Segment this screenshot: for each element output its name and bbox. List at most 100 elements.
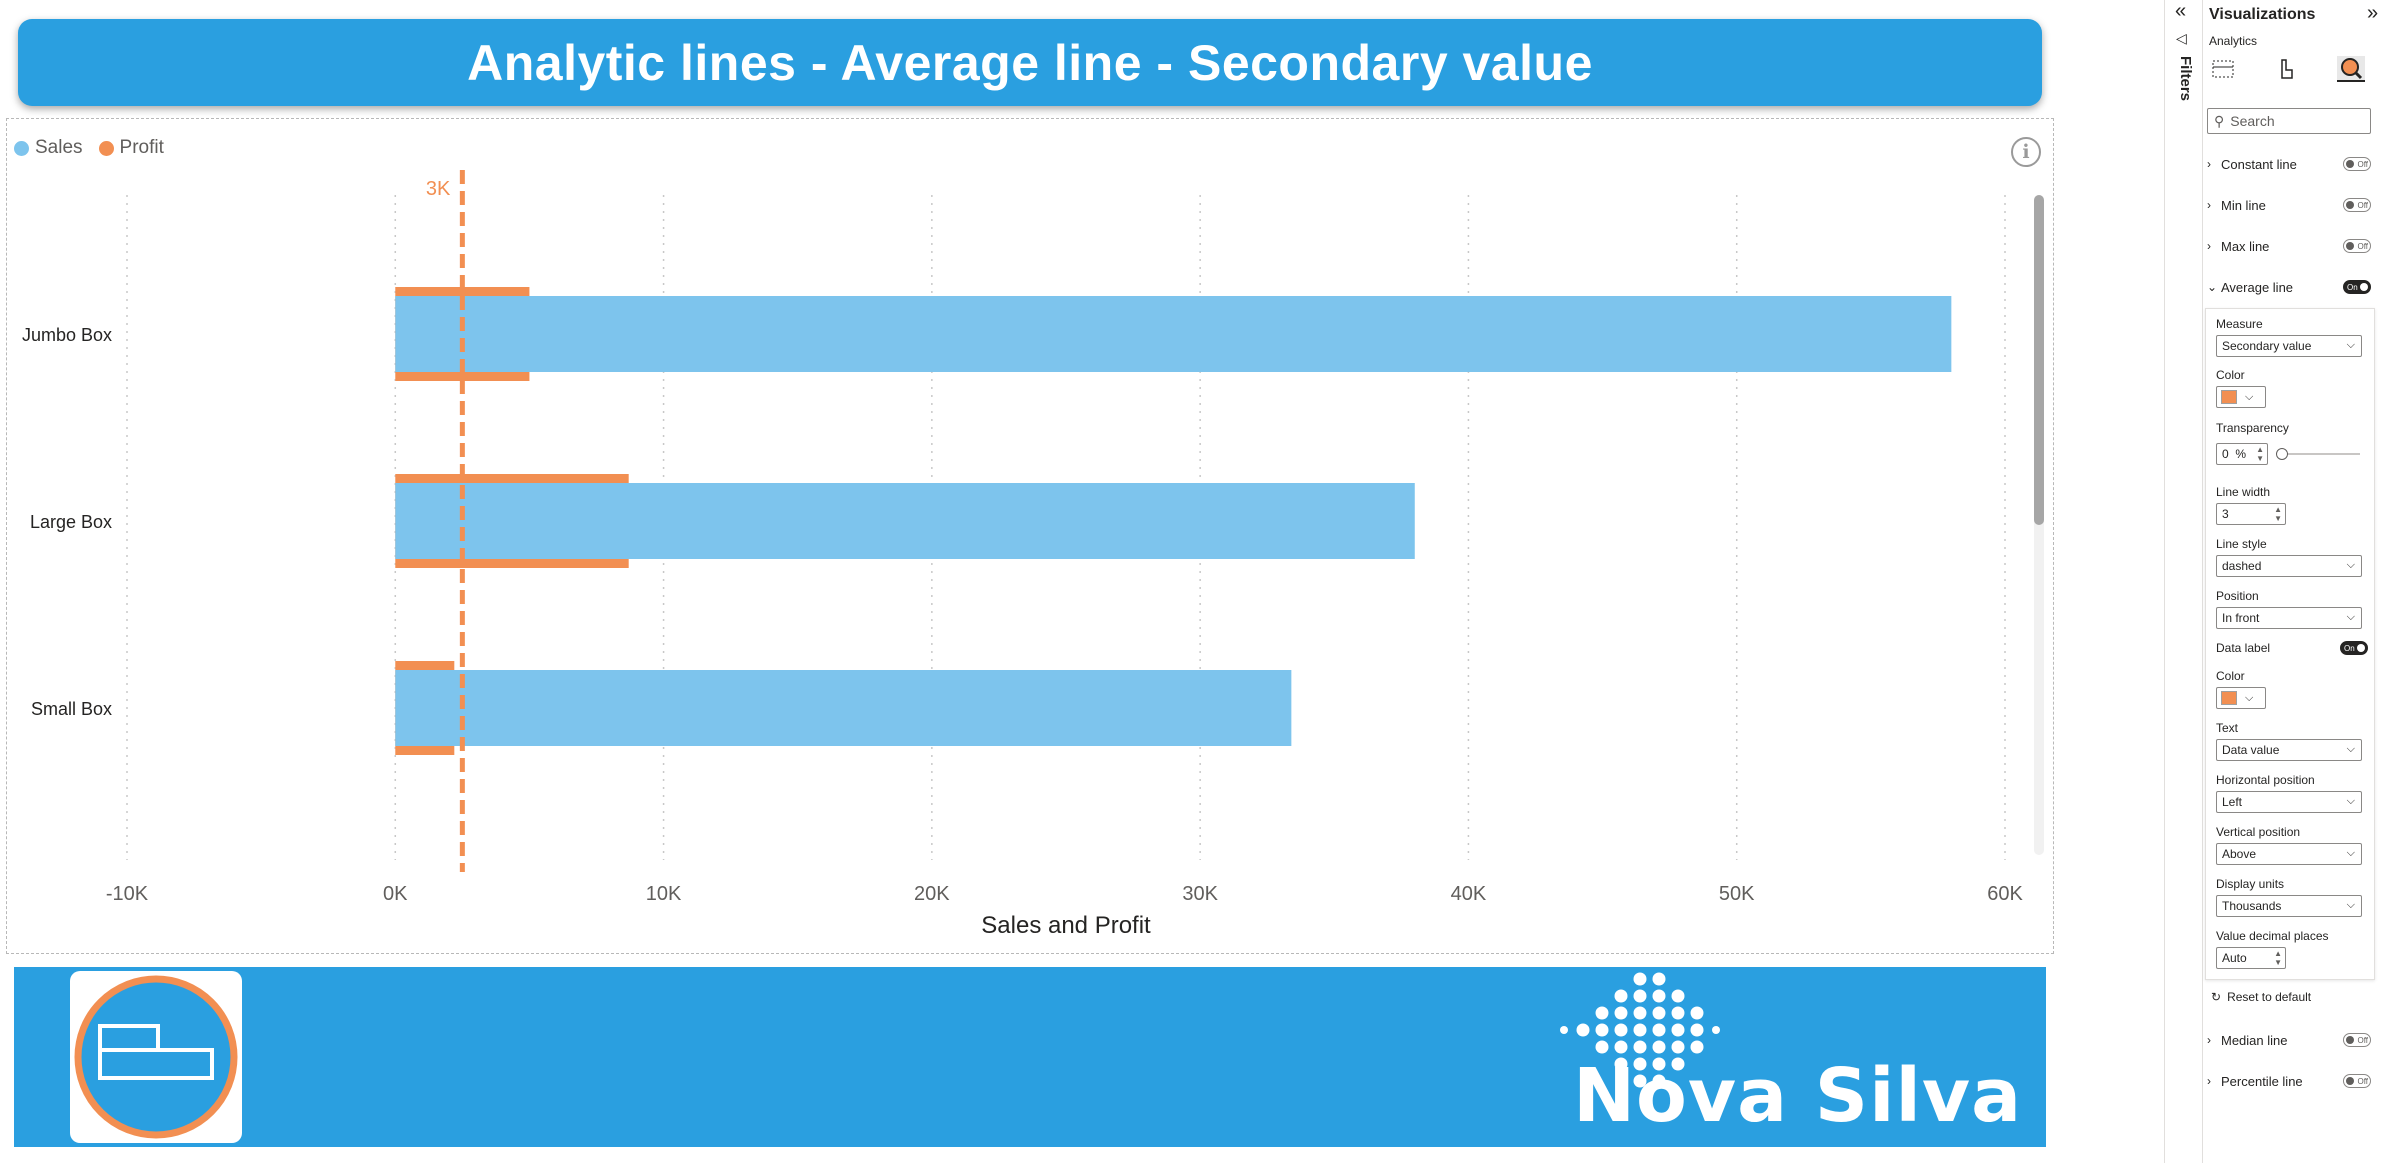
filters-label[interactable]: Filters [2177,56,2194,102]
brand-dot [1652,1057,1666,1071]
label-color-label: Color [2216,669,2245,683]
section-label: Percentile line [2221,1073,2303,1089]
category-label: Small Box [31,699,112,719]
viz-tab-bar [2209,56,2365,82]
brand-dot [1560,1026,1568,1034]
section-label: Average line [2221,279,2294,295]
chevron-right-icon: › [2207,198,2211,212]
section-label: Min line [2221,197,2266,213]
toggle-switch[interactable]: Off [2343,239,2371,253]
visualizations-pane: Visualizations » Analytics ⚲ Search › Co… [2202,0,2386,1163]
section-percentile-line[interactable]: › Percentile line Off [2207,1070,2375,1092]
build-visual-icon[interactable] [2209,56,2237,82]
x-tick-label: 60K [1987,883,2023,905]
position-label: Position [2216,589,2259,603]
transparency-slider-track[interactable] [2280,453,2360,455]
brand-dot [1690,1023,1704,1037]
legend-label-sales: Sales [35,137,83,158]
info-icon[interactable]: i [2011,137,2041,167]
x-tick-label: 10K [646,883,682,905]
line-style-dropdown[interactable]: dashed ⌵ [2216,555,2362,577]
filter-funnel-icon: ◁ [2176,30,2187,46]
section-min-line[interactable]: › Min line Off [2207,194,2375,216]
measure-dropdown[interactable]: Secondary value ⌵ [2216,335,2362,357]
category-label: Large Box [30,512,112,532]
bar-sales [395,483,1415,559]
chart-scrollbar-thumb[interactable] [2034,195,2044,525]
toggle-switch[interactable]: Off [2343,1033,2371,1047]
x-axis-title: Sales and Profit [981,912,1151,939]
text-label: Text [2216,721,2239,735]
brand-dot [1633,1074,1647,1088]
brand-dot [1614,1057,1628,1071]
section-median-line[interactable]: › Median line Off [2207,1029,2375,1051]
viz-pane-title: Visualizations [2209,6,2316,23]
brand-dot [1633,1006,1647,1020]
x-tick-label: 0K [383,883,408,905]
measure-label: Measure [2216,317,2263,331]
average-line-label: 3K [426,178,451,200]
toggle-switch[interactable]: Off [2343,157,2371,171]
color-swatch [2221,390,2237,404]
bar-sales [395,296,1952,372]
x-tick-label: 40K [1451,883,1487,905]
brand-dot [1595,1040,1609,1054]
brand-dot [1576,1023,1590,1037]
viz-pane-subtitle: Analytics [2209,34,2258,48]
display-units-label: Display units [2216,877,2285,891]
brand-dot [1671,1006,1685,1020]
chevron-down-icon: ⌵ [2245,691,2254,704]
x-tick-label: -10K [106,883,149,905]
brand-dot [1633,1057,1647,1071]
reset-to-default-button[interactable]: ↻ Reset to default [2211,990,2312,1004]
brand-dot [1690,1006,1704,1020]
brand-dot [1633,1023,1647,1037]
data-label-toggle[interactable]: On [2340,641,2368,655]
brand-dot [1671,989,1685,1003]
brand-logo: Nova Silva [1552,969,2022,1139]
section-max-line[interactable]: › Max line Off [2207,235,2375,257]
search-input[interactable]: ⚲ Search [2207,108,2371,134]
format-paintbrush-icon[interactable] [2273,56,2301,82]
expand-pane-icon[interactable]: » [2367,2,2379,24]
brand-dot [1614,1006,1628,1020]
brand-dot [1633,989,1647,1003]
report-logo [70,971,242,1143]
label-color-picker[interactable]: ⌵ [2216,687,2266,709]
brand-dot [1671,1040,1685,1054]
horizontal-position-dropdown[interactable]: Left ⌵ [2216,791,2362,813]
filters-pane[interactable]: « ◁ Filters [2164,0,2202,1163]
legend-item-sales[interactable]: Sales [14,137,83,159]
toggle-switch[interactable]: On [2343,280,2371,294]
legend-label-profit: Profit [119,137,164,158]
chart-scrollbar[interactable] [2034,195,2044,855]
analytics-magnifier-icon[interactable] [2337,56,2365,82]
line-width-input[interactable]: 3 ▲ ▼ [2216,503,2286,525]
line-style-label: Line style [2216,537,2267,551]
legend-item-profit[interactable]: Profit [98,137,164,159]
decimal-places-input[interactable]: Auto ▲ ▼ [2216,947,2286,969]
dot-grid-icon [1560,972,1720,1088]
chevron-right-icon: › [2207,1033,2211,1047]
text-dropdown[interactable]: Data value ⌵ [2216,739,2362,761]
brand-dot [1633,1040,1647,1054]
position-dropdown[interactable]: In front ⌵ [2216,607,2362,629]
section-label: Max line [2221,238,2270,254]
section-average-line[interactable]: ⌄ Average line On [2207,276,2375,298]
vertical-position-dropdown[interactable]: Above ⌵ [2216,843,2362,865]
collapse-pane-icon[interactable]: « [2175,0,2187,22]
toggle-switch[interactable]: Off [2343,1074,2371,1088]
brand-dot [1614,1023,1628,1037]
category-label: Jumbo Box [22,325,112,345]
transparency-slider-knob[interactable] [2276,448,2288,460]
bar-sales [395,670,1292,746]
chevron-down-icon: ⌵ [2245,390,2254,403]
chevron-down-icon: ⌵ [2346,339,2355,351]
bar-chart-visual[interactable] [6,118,2054,954]
transparency-input[interactable]: 0 % ▲ ▼ [2216,443,2268,465]
display-units-dropdown[interactable]: Thousands ⌵ [2216,895,2362,917]
section-constant-line[interactable]: › Constant line Off [2207,153,2375,175]
toggle-switch[interactable]: Off [2343,198,2371,212]
report-title: Analytic lines - Average line - Secondar… [467,34,1593,91]
line-color-picker[interactable]: ⌵ [2216,386,2266,408]
